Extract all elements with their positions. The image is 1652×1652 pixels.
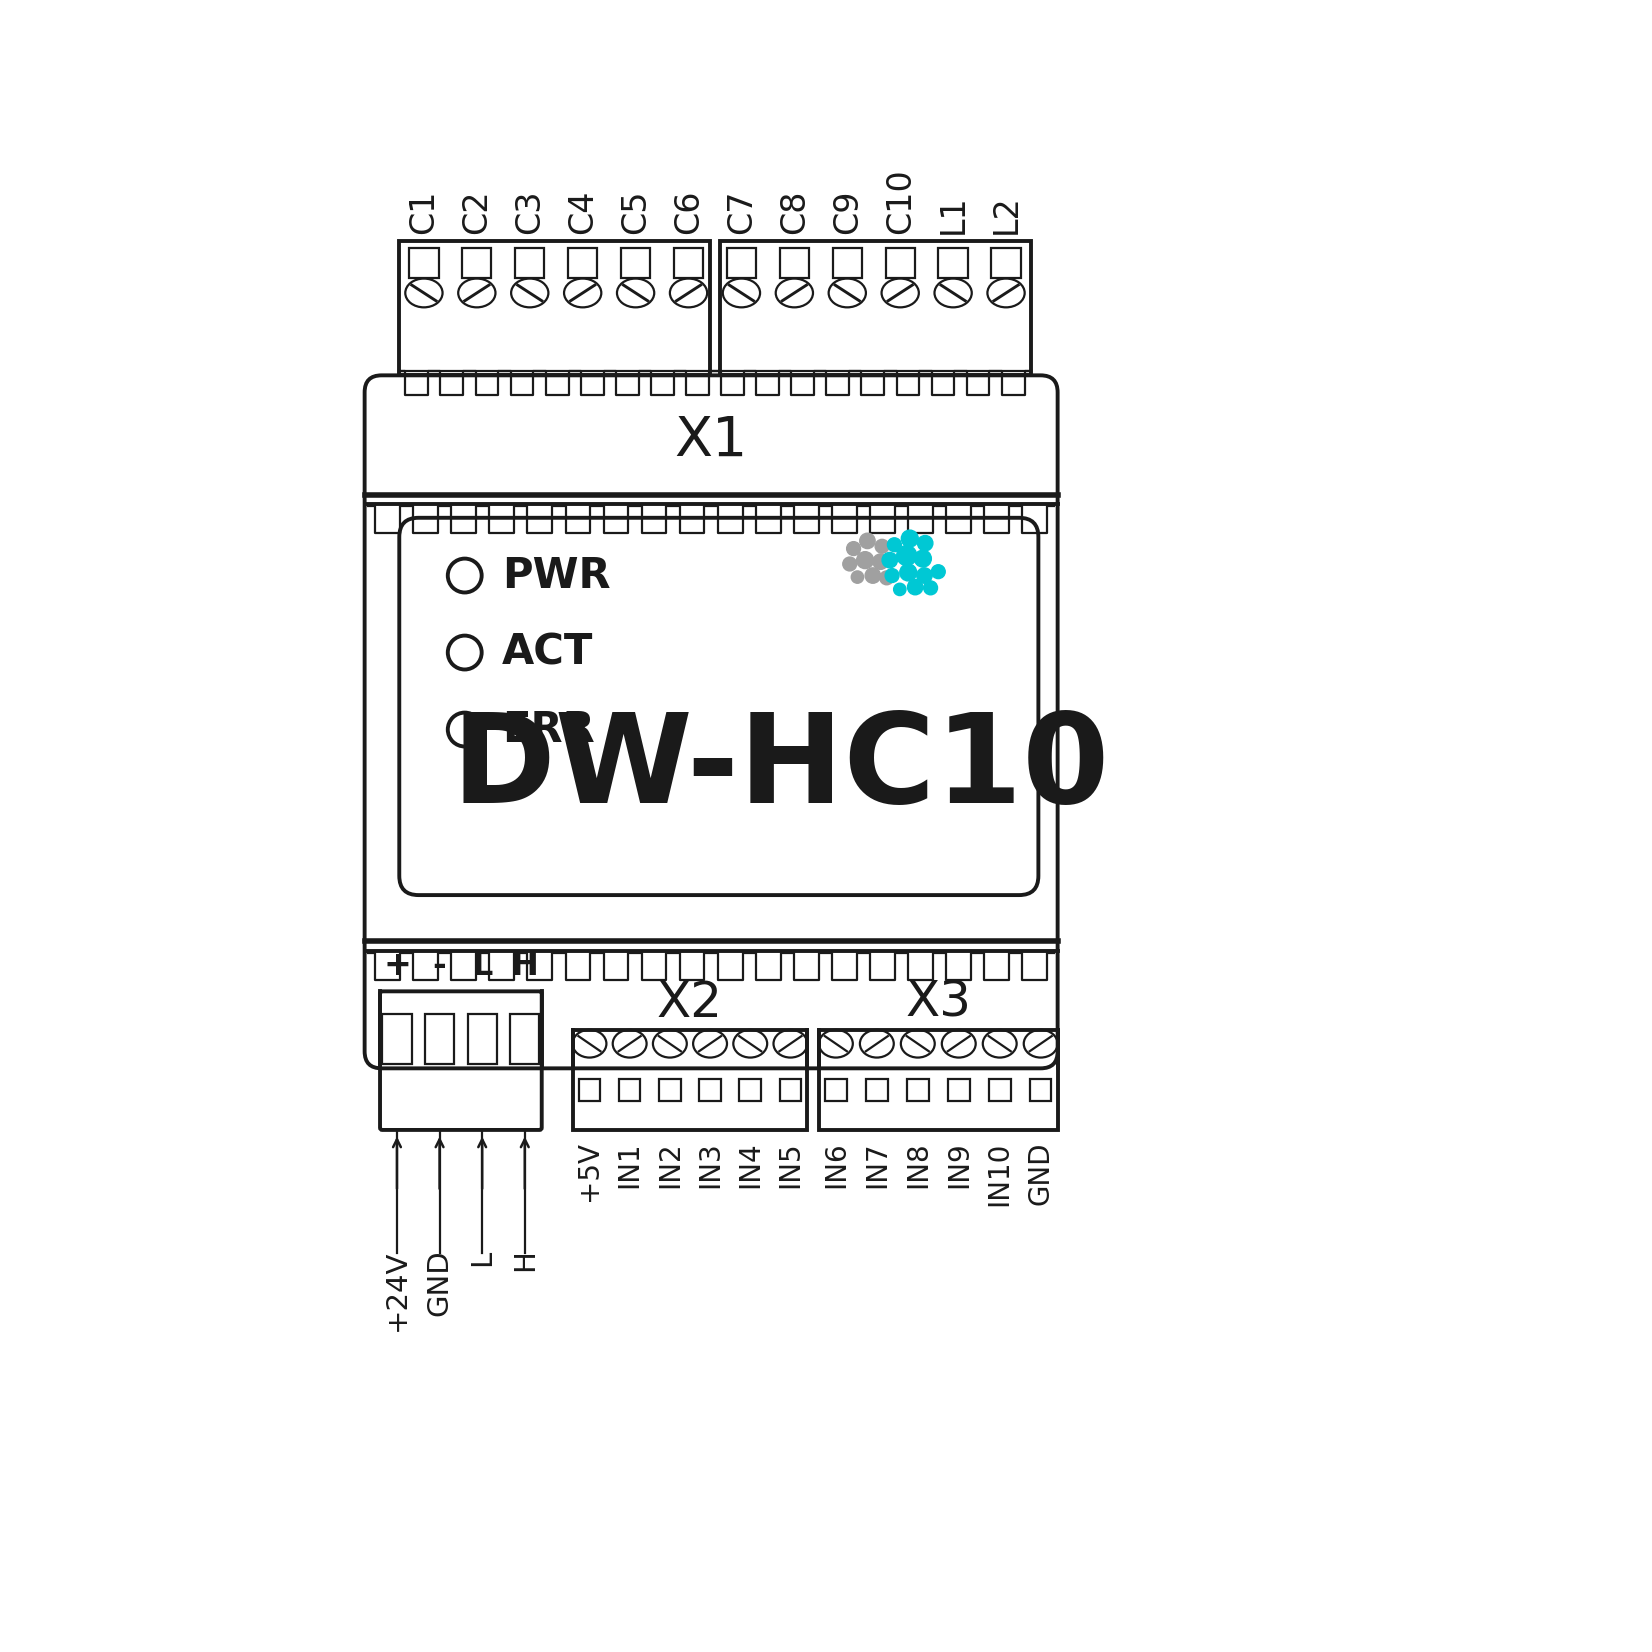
Circle shape bbox=[885, 568, 899, 583]
Text: C7: C7 bbox=[725, 190, 758, 235]
Bar bbox=[740, 1079, 762, 1100]
Text: -: - bbox=[433, 950, 446, 981]
Circle shape bbox=[859, 534, 876, 548]
Text: C2: C2 bbox=[461, 190, 494, 235]
Circle shape bbox=[851, 572, 864, 583]
Circle shape bbox=[843, 557, 857, 572]
Bar bbox=[468, 1014, 497, 1064]
Text: IN6: IN6 bbox=[823, 1142, 849, 1188]
Circle shape bbox=[847, 542, 861, 555]
Text: GND: GND bbox=[1026, 1142, 1054, 1204]
Bar bbox=[866, 1079, 887, 1100]
Circle shape bbox=[907, 580, 923, 595]
Bar bbox=[938, 248, 968, 278]
Text: IN1: IN1 bbox=[616, 1142, 644, 1188]
Text: L: L bbox=[471, 950, 492, 981]
Text: X1: X1 bbox=[674, 413, 748, 468]
Bar bbox=[400, 241, 710, 375]
Bar bbox=[674, 248, 704, 278]
Text: +5V: +5V bbox=[575, 1142, 603, 1201]
Text: C3: C3 bbox=[514, 190, 547, 235]
Bar bbox=[515, 248, 545, 278]
Text: IN3: IN3 bbox=[695, 1142, 724, 1188]
Bar bbox=[1029, 1079, 1051, 1100]
Circle shape bbox=[876, 539, 889, 553]
Text: IN8: IN8 bbox=[904, 1142, 932, 1188]
Bar bbox=[578, 1079, 600, 1100]
Text: IN2: IN2 bbox=[656, 1142, 684, 1188]
Text: C9: C9 bbox=[831, 190, 864, 235]
Bar bbox=[425, 1014, 454, 1064]
Text: IN4: IN4 bbox=[737, 1142, 765, 1188]
Text: GND: GND bbox=[426, 1249, 454, 1317]
Bar bbox=[907, 1079, 928, 1100]
Circle shape bbox=[932, 565, 945, 578]
Bar bbox=[699, 1079, 720, 1100]
Bar bbox=[382, 1014, 411, 1064]
Bar bbox=[991, 248, 1021, 278]
Circle shape bbox=[917, 568, 932, 583]
Bar bbox=[819, 1029, 1057, 1130]
Circle shape bbox=[894, 583, 905, 596]
Bar bbox=[720, 241, 1031, 375]
Bar bbox=[833, 248, 862, 278]
Bar bbox=[885, 248, 915, 278]
Bar bbox=[463, 248, 492, 278]
Text: +24V: +24V bbox=[383, 1249, 411, 1330]
Text: H: H bbox=[510, 1249, 539, 1270]
Bar bbox=[727, 248, 757, 278]
Circle shape bbox=[902, 530, 919, 547]
Circle shape bbox=[917, 535, 933, 550]
Text: IN5: IN5 bbox=[776, 1142, 805, 1188]
Circle shape bbox=[882, 552, 897, 568]
Bar bbox=[990, 1079, 1011, 1100]
Circle shape bbox=[881, 572, 894, 585]
Bar bbox=[510, 1014, 540, 1064]
Circle shape bbox=[897, 545, 917, 565]
Text: ACT: ACT bbox=[502, 631, 593, 674]
Bar bbox=[948, 1079, 970, 1100]
Text: X3: X3 bbox=[905, 980, 971, 1028]
Text: C4: C4 bbox=[567, 190, 600, 235]
Text: X2: X2 bbox=[657, 980, 724, 1028]
Circle shape bbox=[887, 539, 902, 552]
Text: C5: C5 bbox=[620, 190, 653, 235]
Circle shape bbox=[857, 552, 874, 568]
Text: DW-HC10: DW-HC10 bbox=[451, 707, 1110, 829]
Bar bbox=[573, 1029, 808, 1130]
Bar bbox=[410, 248, 438, 278]
Text: IN10: IN10 bbox=[986, 1142, 1014, 1206]
Text: PWR: PWR bbox=[502, 555, 610, 596]
Text: +: + bbox=[383, 950, 411, 981]
Text: C6: C6 bbox=[672, 190, 705, 235]
Circle shape bbox=[915, 550, 932, 567]
Text: H: H bbox=[510, 950, 539, 981]
Bar bbox=[568, 248, 598, 278]
Bar bbox=[659, 1079, 681, 1100]
Text: L2: L2 bbox=[990, 195, 1023, 235]
Circle shape bbox=[872, 553, 889, 570]
Bar bbox=[620, 1079, 641, 1100]
Text: C1: C1 bbox=[408, 190, 441, 235]
Text: ERR: ERR bbox=[502, 709, 595, 750]
Text: L: L bbox=[468, 1249, 496, 1265]
Bar bbox=[621, 248, 651, 278]
Circle shape bbox=[900, 563, 917, 582]
Bar bbox=[824, 1079, 847, 1100]
Text: L1: L1 bbox=[937, 195, 970, 235]
Bar bbox=[780, 248, 809, 278]
Bar bbox=[780, 1079, 801, 1100]
Text: C10: C10 bbox=[884, 169, 917, 235]
Circle shape bbox=[923, 582, 938, 595]
Text: C8: C8 bbox=[778, 190, 811, 235]
Text: IN9: IN9 bbox=[945, 1142, 973, 1188]
Text: IN7: IN7 bbox=[862, 1142, 890, 1188]
Circle shape bbox=[866, 568, 881, 583]
